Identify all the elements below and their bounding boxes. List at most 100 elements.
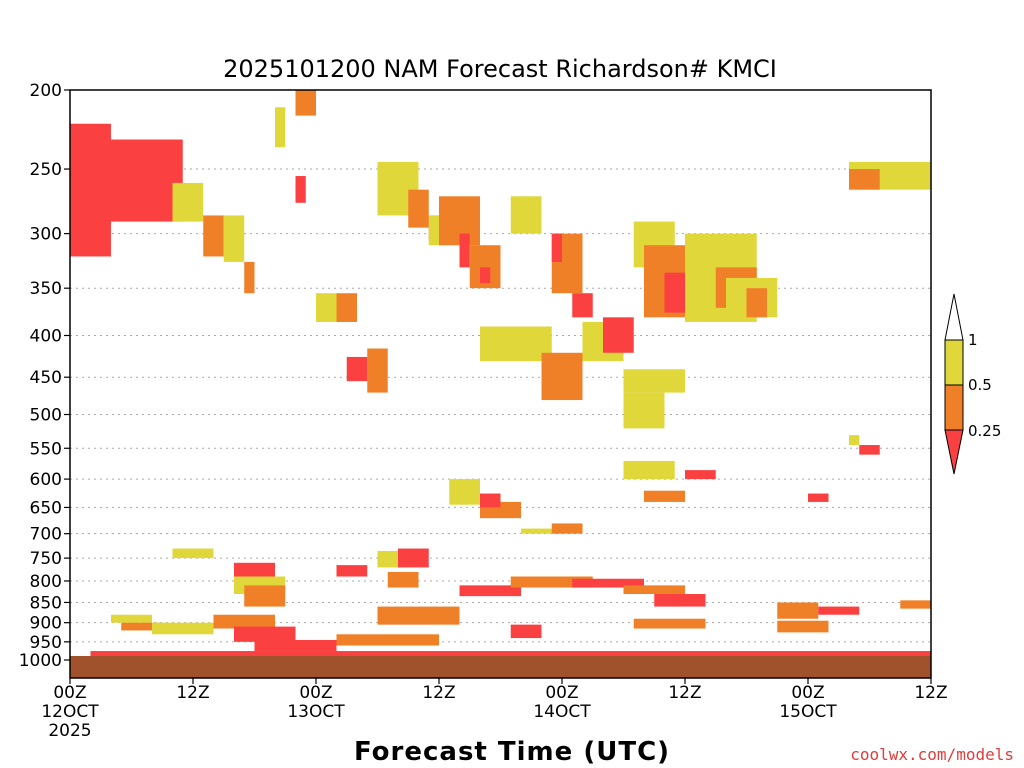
x-tick-label: 00Z	[791, 683, 824, 703]
ri-cell-red	[808, 493, 829, 502]
ri-cell-red	[859, 445, 880, 455]
ri-cell-red	[295, 176, 306, 203]
ri-cell-orange	[295, 90, 316, 116]
y-tick-label: 550	[30, 439, 62, 459]
ri-cell-red	[664, 272, 685, 313]
ri-cell-orange	[203, 215, 224, 257]
ri-cell-yellow	[623, 460, 675, 480]
x-tick-label: 2025	[48, 721, 91, 741]
ri-cell-red	[398, 548, 429, 568]
y-tick-label: 1000	[19, 651, 62, 671]
y-tick-label: 750	[30, 549, 62, 569]
x-tick-label: 12Z	[914, 683, 947, 703]
x-tick-label: 00Z	[545, 683, 578, 703]
ri-cell-red	[572, 578, 644, 588]
ri-cell-orange	[777, 620, 829, 633]
y-tick-label: 200	[30, 81, 62, 101]
ri-cell-orange	[408, 189, 429, 228]
ri-cell-red	[111, 139, 183, 222]
y-tick-label: 250	[30, 160, 62, 180]
y-tick-label: 300	[30, 225, 62, 245]
ri-cell-yellow	[275, 107, 286, 148]
ri-cell-orange	[213, 614, 275, 629]
ri-cell-red	[90, 651, 931, 660]
ri-cell-yellow	[623, 369, 685, 393]
x-tick-label: 12Z	[422, 683, 455, 703]
ri-cell-orange	[551, 523, 583, 534]
ri-cell-orange	[900, 600, 931, 609]
ri-cell-red	[572, 293, 593, 318]
legend-label: 0.25	[968, 422, 1001, 440]
ri-cell-orange	[623, 585, 685, 595]
ri-cell-orange	[633, 618, 706, 629]
x-axis-label: Forecast Time (UTC)	[354, 737, 670, 767]
ground-layer	[70, 656, 931, 678]
ri-cell-orange	[644, 490, 685, 502]
credit-text: coolwx.com/models	[850, 745, 1014, 764]
legend-label: 1	[968, 331, 978, 349]
ri-cell-red	[685, 470, 716, 480]
x-tick-label: 00Z	[299, 683, 332, 703]
ri-cell-orange	[510, 576, 593, 588]
legend-swatch-orange	[944, 384, 964, 431]
ri-cell-red	[234, 626, 296, 642]
ri-cell-yellow	[521, 528, 562, 534]
ri-cell-red	[346, 356, 368, 382]
ri-cell-red	[510, 624, 542, 639]
legend-triangle-top	[944, 293, 964, 341]
ri-cell-red	[336, 565, 368, 577]
ri-cell-yellow	[316, 293, 337, 322]
ri-cell-red	[459, 233, 470, 268]
x-tick-label: 00Z	[53, 683, 86, 703]
ri-cell-yellow	[449, 479, 480, 505]
y-tick-label: 500	[30, 406, 62, 426]
ri-cell-orange	[777, 602, 819, 619]
plot-frame	[69, 89, 932, 679]
legend-triangle-bottom	[944, 429, 964, 475]
ri-cell-yellow	[152, 622, 214, 635]
legend: 1 0.5 0.25	[944, 293, 1001, 475]
ri-cell-yellow	[111, 614, 152, 623]
richardson-cells	[70, 90, 931, 660]
y-tick-label: 950	[30, 633, 62, 653]
y-tick-label: 800	[30, 572, 62, 592]
chart-title: 2025101200 NAM Forecast Richardson# KMCI	[223, 55, 777, 83]
ri-cell-red	[480, 267, 491, 284]
y-tick-label: 450	[30, 368, 62, 388]
ri-cell-red	[480, 493, 501, 508]
y-tick-label: 350	[30, 279, 62, 299]
y-axis: 200 250 300 350 400 450 500 550 600 650 700 750 8008…	[19, 81, 70, 671]
ri-cell-orange	[541, 352, 583, 401]
ri-cell-yellow	[510, 196, 542, 234]
ri-cell-orange	[387, 572, 419, 588]
ri-cell-orange	[121, 622, 163, 631]
ri-cell-yellow	[172, 182, 204, 222]
ri-cell-red	[551, 233, 562, 262]
y-tick-label: 400	[30, 326, 62, 346]
x-tick-label: 12Z	[668, 683, 701, 703]
legend-swatch-yellow	[944, 339, 964, 386]
y-tick-label: 600	[30, 470, 62, 490]
legend-label: 0.5	[968, 376, 992, 394]
ri-cell-red	[254, 639, 337, 652]
ri-cell-red	[70, 123, 111, 257]
y-tick-label: 700	[30, 525, 62, 545]
ri-cell-yellow	[623, 392, 665, 429]
x-tick-label: 13OCT	[287, 702, 345, 722]
ri-cell-red	[603, 317, 634, 353]
ri-cell-orange	[244, 261, 255, 294]
ri-cell-yellow	[849, 435, 860, 446]
ri-cell-orange	[746, 288, 767, 318]
ri-cell-red	[459, 585, 521, 597]
ri-cell-orange	[336, 634, 439, 646]
ri-cell-orange	[336, 293, 357, 322]
y-tick-label: 650	[30, 498, 62, 518]
ri-cell-red	[818, 606, 860, 615]
ri-cell-red	[234, 562, 275, 577]
y-tick-label: 850	[30, 593, 62, 613]
ri-cell-yellow	[223, 215, 245, 262]
ri-cell-yellow	[172, 548, 214, 559]
gridlines	[70, 89, 931, 661]
